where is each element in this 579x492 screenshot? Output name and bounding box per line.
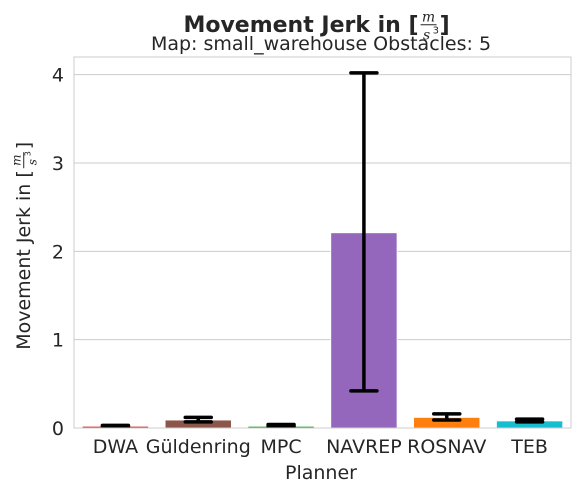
chart-title-unit: ms 3] [420, 10, 450, 44]
chart-subtitle: Map: small_warehouse Obstacles: 5 [151, 33, 491, 55]
x-tick-label: MPC [261, 436, 302, 458]
bars [81, 232, 564, 429]
error-bar-teb [514, 417, 545, 424]
error-bar-mpc [266, 422, 296, 428]
error-bar-rosnav [432, 412, 462, 422]
ylabel_unit-denominator: s [26, 159, 40, 165]
chart-title: Movement Jerk in [ [183, 13, 418, 38]
ylabel_unit-close-bracket: ] [13, 142, 35, 149]
title_unit-exponent: 3 [433, 26, 439, 37]
x-tick-label: TEB [510, 436, 548, 458]
x-tick-label: ROSNAV [407, 436, 486, 458]
y-gridlines [74, 74, 571, 429]
error-bar-güldenring [183, 415, 213, 424]
x-tick-label: Güldenring [146, 436, 251, 458]
error-bar-navrep [349, 71, 379, 393]
x-axis-label: Planner [285, 462, 357, 484]
x-tick-label: DWA [93, 436, 138, 458]
y-tick-label: 3 [52, 153, 64, 175]
error-bar-dwa [100, 423, 131, 428]
y-tick-label: 4 [52, 65, 64, 87]
error-bars [100, 71, 545, 428]
x-tick-labels: DWA Güldenring MPC NAVREP ROSNAV TEB [93, 436, 548, 458]
title_unit-close-bracket: ] [440, 13, 450, 38]
y-axis-label-text: Movement Jerk in [ [13, 170, 35, 350]
y-axis-label: Movement Jerk in [ m s 3] [10, 142, 40, 350]
plot-frame [73, 56, 572, 429]
y-tick-labels: 0 1 2 3 4 [52, 65, 64, 440]
chart-title-text: Movement Jerk in [ [183, 13, 418, 38]
y-tick-label: 0 [52, 418, 64, 440]
title_unit-denominator: s [423, 28, 430, 44]
x-tick-label: NAVREP [326, 436, 402, 458]
ylabel_unit-numerator: m [10, 155, 24, 166]
y-tick-label: 2 [52, 241, 64, 263]
y-tick-label: 1 [52, 330, 64, 352]
ylabel_unit-exponent: 3 [24, 151, 33, 156]
title_unit-numerator: m [422, 10, 435, 26]
